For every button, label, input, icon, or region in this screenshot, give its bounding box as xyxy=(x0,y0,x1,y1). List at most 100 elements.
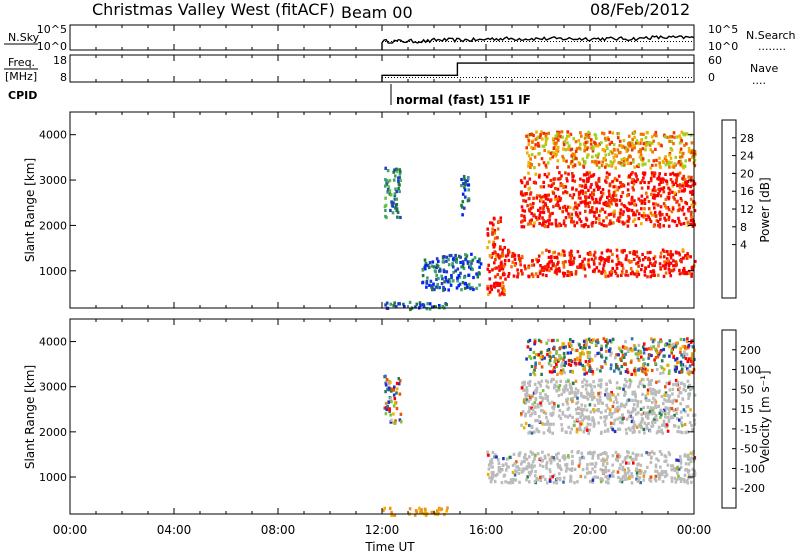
heatmap-cell xyxy=(587,261,590,265)
heatmap-cell xyxy=(634,408,637,412)
heatmap-cell xyxy=(689,213,693,217)
heatmap-cell xyxy=(667,381,671,386)
heatmap-cell xyxy=(653,196,656,200)
heatmap-cell xyxy=(517,471,521,475)
heatmap-cell xyxy=(507,250,511,254)
heatmap-cell xyxy=(582,165,586,169)
heatmap-cell xyxy=(665,381,669,385)
heatmap-cell xyxy=(566,273,569,277)
heatmap-cell xyxy=(540,157,544,161)
heatmap-cell xyxy=(525,398,529,402)
heatmap-cell xyxy=(620,350,624,354)
heatmap-cell xyxy=(639,481,642,485)
heatmap-cell xyxy=(614,153,617,157)
heatmap-cell xyxy=(532,224,536,228)
heatmap-cell xyxy=(472,275,475,280)
freq-line xyxy=(381,62,694,82)
heatmap-cell xyxy=(593,210,596,215)
heatmap-cell xyxy=(586,383,589,387)
heatmap-cell xyxy=(575,430,579,434)
heatmap-cell xyxy=(591,391,595,395)
heatmap-cell xyxy=(644,256,647,260)
heatmap-cell xyxy=(609,160,613,164)
heatmap-cell xyxy=(608,395,612,399)
heatmap-cell xyxy=(627,461,631,465)
heatmap-cell xyxy=(679,159,683,163)
heatmap-cell xyxy=(649,219,653,224)
heatmap-cell xyxy=(596,338,599,342)
heatmap-cell xyxy=(549,422,552,426)
heatmap-cell xyxy=(635,477,638,481)
heatmap-cell xyxy=(648,398,651,402)
heatmap-cell xyxy=(620,249,623,253)
heatmap-cell xyxy=(592,418,596,422)
heatmap-cell xyxy=(625,380,628,384)
heatmap-cell xyxy=(584,274,587,278)
heatmap-cell xyxy=(384,166,387,170)
heatmap-cell xyxy=(593,403,597,407)
heatmap-cell xyxy=(693,209,697,213)
heatmap-cell xyxy=(566,397,570,401)
heatmap-cell xyxy=(627,214,630,219)
heatmap-cell xyxy=(618,407,621,411)
heatmap-cell xyxy=(652,396,655,400)
heatmap-cell xyxy=(578,461,582,466)
heatmap-cell xyxy=(617,132,621,136)
heatmap-cell xyxy=(657,187,660,191)
heatmap-cell xyxy=(668,271,671,275)
heatmap-cell xyxy=(441,304,444,309)
heatmap-cell xyxy=(689,408,692,412)
heatmap-cell xyxy=(579,219,583,224)
heatmap-cell xyxy=(677,251,681,255)
heatmap-cell xyxy=(627,398,631,402)
heatmap-cell xyxy=(450,276,453,280)
x-tick-label: 00:00 xyxy=(677,523,712,537)
heatmap-cell xyxy=(557,203,560,208)
heatmap-cell xyxy=(588,339,592,343)
heatmap-cell xyxy=(479,262,483,266)
heatmap-cell xyxy=(597,166,601,170)
heatmap-cell xyxy=(656,194,659,198)
heatmap-cell xyxy=(562,191,565,195)
heatmap-cell xyxy=(389,208,392,213)
heatmap-cell xyxy=(682,387,686,392)
heatmap-cell xyxy=(582,352,585,356)
heatmap-cell xyxy=(544,477,547,481)
nsky-panel: N.Sky 10^5 10^0 10^5 10^0 N.Search .....… xyxy=(4,23,796,53)
heatmap-cell xyxy=(567,212,570,216)
heatmap-cell xyxy=(498,265,501,269)
heatmap-cell xyxy=(627,259,630,263)
heatmap-cell xyxy=(664,172,667,176)
heatmap-cell xyxy=(642,351,646,355)
heatmap-cell xyxy=(624,273,627,277)
heatmap-cell xyxy=(574,272,578,276)
heatmap-cell xyxy=(640,179,644,183)
heatmap-cell xyxy=(519,259,522,263)
heatmap-cell xyxy=(670,479,674,483)
heatmap-cell xyxy=(649,406,653,410)
heatmap-cell xyxy=(602,224,606,228)
heatmap-cell xyxy=(568,144,571,148)
heatmap-cell xyxy=(573,205,577,209)
heatmap-cell xyxy=(556,130,559,134)
heatmap-cell xyxy=(557,404,560,408)
heatmap-cell xyxy=(591,451,595,455)
heatmap-cell xyxy=(577,464,581,468)
heatmap-cell xyxy=(408,300,412,304)
heatmap-cell xyxy=(571,152,575,156)
heatmap-cell xyxy=(639,141,642,145)
heatmap-cell xyxy=(529,222,533,226)
heatmap-cell xyxy=(559,176,562,180)
heatmap-cell xyxy=(632,219,635,223)
heatmap-cell xyxy=(555,350,558,354)
heatmap-cell xyxy=(637,411,640,415)
heatmap-cell xyxy=(648,143,652,147)
heatmap-cell xyxy=(658,225,662,229)
heatmap-cell xyxy=(652,345,656,349)
heatmap-cell xyxy=(609,353,612,357)
heatmap-cell xyxy=(521,219,524,223)
heatmap-cell xyxy=(578,184,582,188)
heatmap-cell xyxy=(526,137,530,141)
heatmap-cell xyxy=(600,251,604,255)
heatmap-cell xyxy=(498,283,502,287)
